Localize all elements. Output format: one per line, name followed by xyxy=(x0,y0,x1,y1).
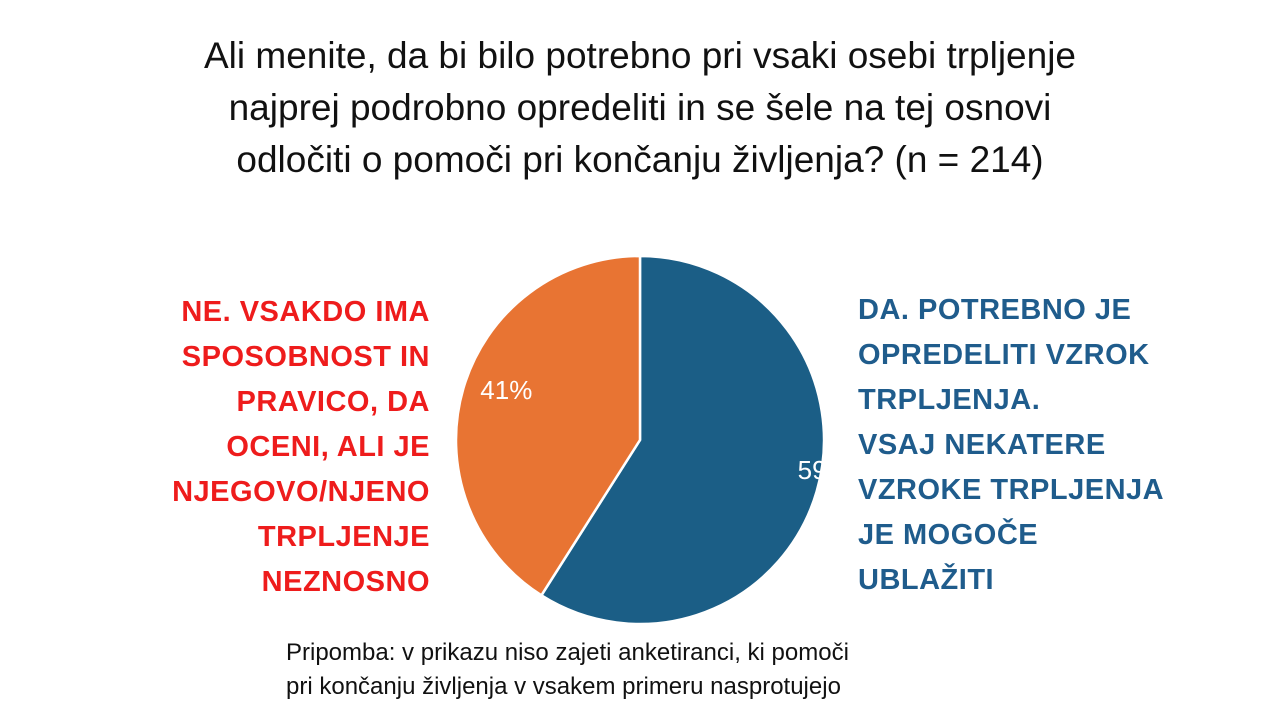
yes-label-line: OPREDELITI VZROK xyxy=(858,339,1150,371)
title-line-1: Ali menite, da bi bilo potrebno pri vsak… xyxy=(203,35,1077,76)
yes-label-line: VSAJ NEKATERE xyxy=(858,429,1106,461)
no-label-line: SPOSOBNOST IN xyxy=(181,341,430,373)
no-label-line: NJEGOVO/NJENO xyxy=(172,476,430,508)
footnote-line-2: pri končanju življenja v vsakem primeru … xyxy=(286,673,841,700)
yes-answer-label: DA. POTREBNO JE OPREDELITI VZROK TRPLJEN… xyxy=(858,288,1164,603)
no-answer-label: NE. VSAKDO IMA SPOSOBNOST IN PRAVICO, DA… xyxy=(172,290,430,605)
yes-label-line: JE MOGOČE xyxy=(858,519,1039,551)
no-label-line: TRPLJENJE xyxy=(257,521,430,553)
pie-chart: 59% 41% xyxy=(454,254,840,626)
no-label-line: NE. VSAKDO IMA xyxy=(181,296,430,328)
pie-slice-yes xyxy=(539,254,826,626)
yes-label-line: DA. POTREBNO JE xyxy=(858,294,1132,326)
pie-slice-no xyxy=(454,254,642,598)
chart-title: Ali menite, da bi bilo potrebno pri vsak… xyxy=(90,30,1190,186)
footnote: Pripomba: v prikazu niso zajeti anketira… xyxy=(286,636,849,704)
yes-label-line: UBLAŽITI xyxy=(858,564,995,596)
title-line-3: odločiti o pomoči pri končanju življenja… xyxy=(236,139,1044,180)
yes-label-line: TRPLJENJA. xyxy=(858,384,1041,416)
no-label-line: NEZNOSNO xyxy=(261,566,430,598)
no-label-line: PRAVICO, DA xyxy=(236,386,430,418)
title-line-2: najprej podrobno opredeliti in se šele n… xyxy=(228,87,1052,128)
yes-label-line: VZROKE TRPLJENJA xyxy=(858,474,1165,506)
no-label-line: OCENI, ALI JE xyxy=(226,431,430,463)
pie-data-label-yes: 59% xyxy=(798,455,840,485)
footnote-line-1: Pripomba: v prikazu niso zajeti anketira… xyxy=(286,639,849,666)
pie-data-label-no: 41% xyxy=(480,375,532,405)
